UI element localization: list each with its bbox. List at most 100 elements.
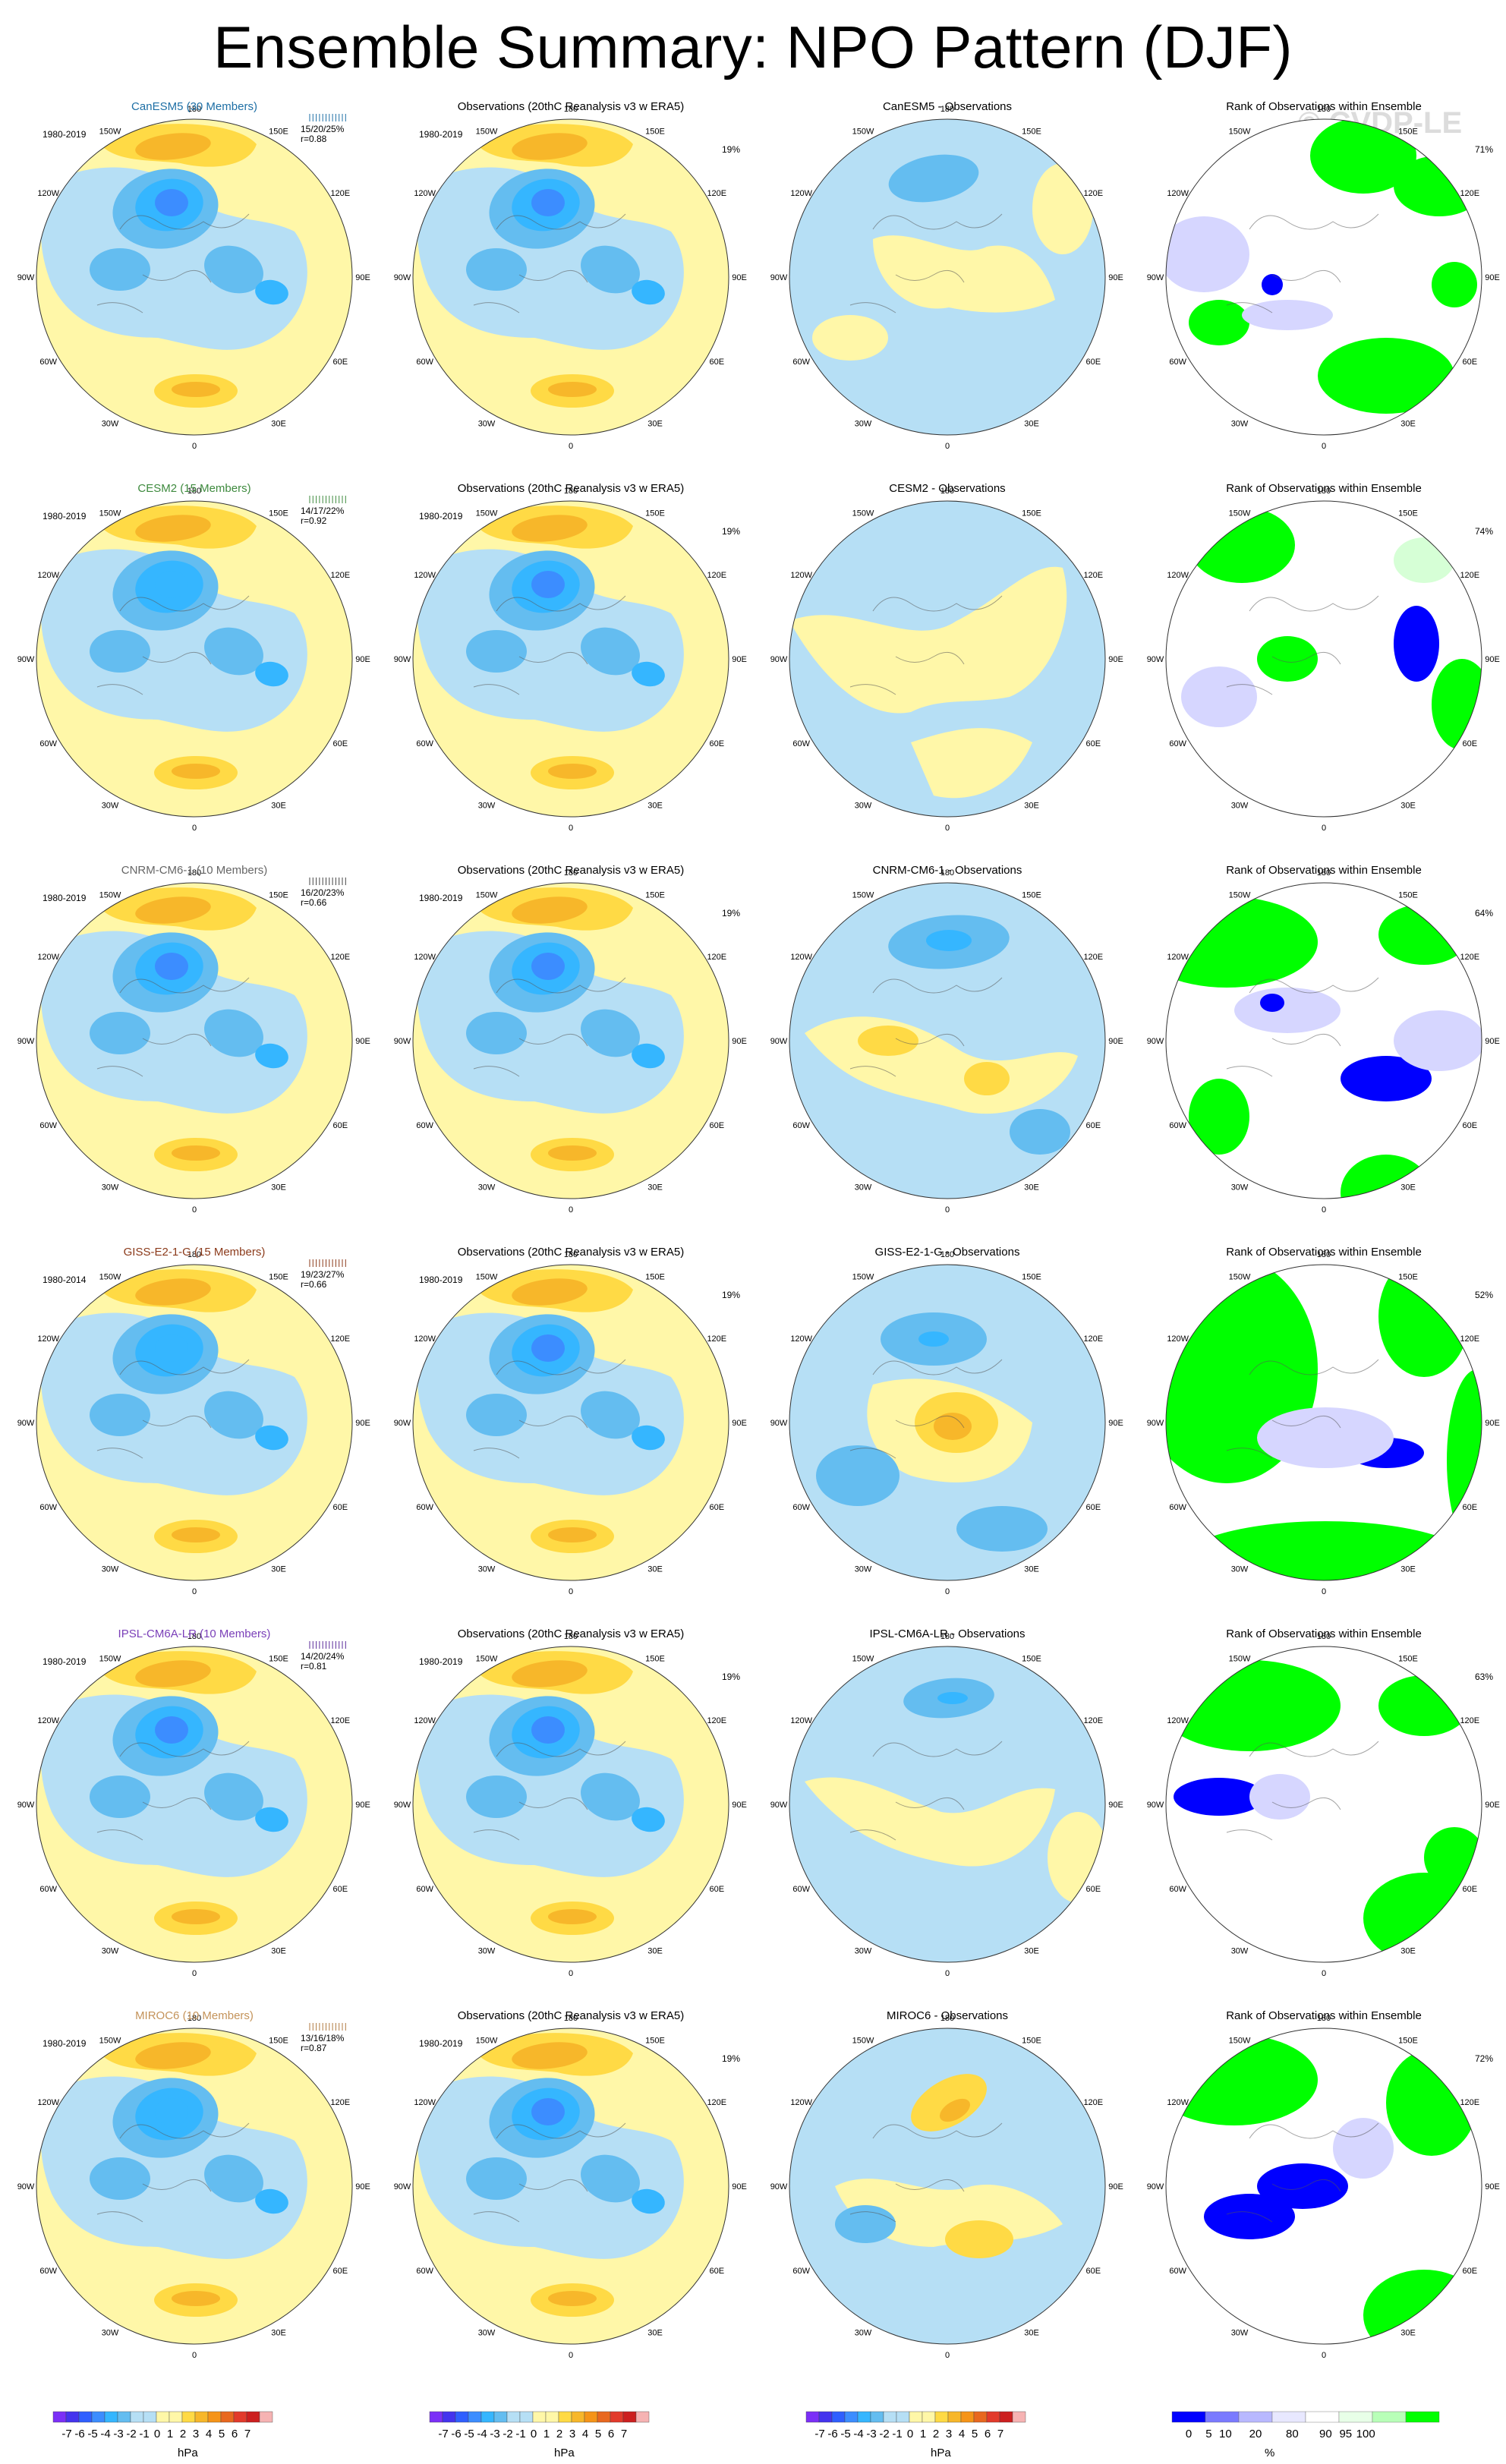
lon-label: 150E [269,128,288,137]
stats-line: 14/17/22% [301,506,345,516]
lon-label: 90W [770,1801,788,1810]
lon-label: 30E [271,2328,286,2337]
lon-label: 30W [1231,2328,1249,2337]
lon-label: 60W [792,739,810,748]
obs-panel-title: Observations (20thC Reanalysis v3 w ERA5… [457,1246,685,1259]
stats-line: r=0.66 [301,897,327,908]
lon-label: 90W [1147,1419,1164,1428]
lon-label: 120E [1083,189,1103,198]
pattern-percent: 19% [722,1672,741,1682]
lon-label: 60E [710,1885,725,1894]
lon-label: 120E [707,1334,726,1344]
lon-label: 90E [1108,655,1123,664]
lon-label: 120W [1167,1716,1189,1725]
lon-label: 0 [1322,824,1326,833]
colorbar-tick-label: 80 [1286,2428,1299,2440]
model-stats: 19/23/27% r=0.66 [301,1270,344,1290]
lon-label: 30E [1400,419,1416,428]
pattern-percent: 74% [1475,526,1494,537]
colorbar-tick-label: 7 [244,2428,250,2440]
colorbar-hpa-2: -7 -6 -5 -4 -3 -2 -1 0 1 2 3 4 5 6 7 hPa [383,2410,747,2459]
lon-label: 0 [945,1969,950,1978]
obs-panel: 180 150E 120E 90E 60E 30E 0 30W 60W 90W 120W 150W Ob… [383,841,759,1221]
lon-label: 180 [564,1632,578,1641]
colorbar-tick-label: -6 [451,2428,461,2440]
lon-label: 120W [37,189,59,198]
lon-label: 150E [1022,509,1041,518]
lon-label: 120W [790,571,812,580]
rank-panel: 180 150E 120E 90E 60E 30E 0 30W 60W 90W 120W 150W Ra… [1136,1987,1506,2366]
colorbar-tick-label: 10 [1219,2428,1232,2440]
colorbar-tick-label: -1 [139,2428,149,2440]
lon-label: 120W [37,953,59,962]
lon-label: 60E [710,358,725,367]
lon-label: 180 [187,1250,201,1259]
colorbar-tick-label: 7 [621,2428,627,2440]
lon-label: 60W [416,1503,433,1512]
rank-panel-title: Rank of Observations within Ensemble [1226,1627,1422,1640]
lon-label: 150E [269,891,288,900]
colorbar-tick-label: -3 [113,2428,123,2440]
period-label: 1980-2014 [43,1275,87,1285]
lon-label: 60E [1463,1121,1478,1130]
lon-label: 120W [414,2098,436,2107]
lon-label: 120E [1460,571,1479,580]
lon-label: 120E [1460,953,1479,962]
lon-label: 60W [39,1885,57,1894]
lon-label: 60E [333,739,348,748]
model-panel: 180 150E 120E 90E 60E 30E 0 30W 60W 90W 120W 150W GI… [6,1223,383,1602]
lon-label: 60E [1463,2267,1478,2276]
lon-label: 0 [569,2351,573,2360]
period-label: 1980-2019 [419,511,463,521]
colorbar-tick-label: 5 [219,2428,225,2440]
lon-label: 150E [1398,1655,1418,1664]
lon-label: 150E [645,509,665,518]
lon-label: 60W [1169,358,1186,367]
lon-label: 30W [478,1564,496,1574]
colorbar-tick-label: 100 [1356,2428,1375,2440]
colorbar-units: hPa [931,2447,951,2459]
lon-label: 0 [945,824,950,833]
colorbar-tick-label: 3 [946,2428,952,2440]
page-title: Ensemble Summary: NPO Pattern (DJF) [213,14,1293,80]
colorbar-tick-label: -7 [61,2428,71,2440]
lon-label: 0 [569,1205,573,1215]
diff-panel: 180 150E 120E 90E 60E 30E 0 30W 60W 90W 120W 150W GI… [759,1223,1136,1602]
lon-label: 0 [945,2351,950,2360]
model-panel-title: IPSL-CM6A-LR (10 Members) [118,1627,271,1640]
lon-label: 90W [770,1037,788,1046]
diff-panel: 180 150E 120E 90E 60E 30E 0 30W 60W 90W 120W 150W CE… [759,459,1136,839]
lon-label: 0 [945,1205,950,1215]
stats-line: 13/16/18% [301,2033,345,2043]
lon-label: 120E [330,2098,350,2107]
model-panel: 180 150E 120E 90E 60E 30E 0 30W 60W 90W 120W 150W Ca… [6,77,383,457]
rank-panel: 180 150E 120E 90E 60E 30E 0 30W 60W 90W 120W 150W Ra… [1136,1605,1506,1984]
colorbar-tick-label: 4 [959,2428,965,2440]
lon-label: 0 [945,1587,950,1596]
pattern-percent: 19% [722,908,741,918]
lon-label: 60E [333,358,348,367]
lon-label: 90W [17,2182,35,2191]
diff-map: 180 150E 120E 90E 60E 30E 0 30W 60W 90W 120W 150W [770,1250,1123,1596]
lon-label: 60E [333,1121,348,1130]
lon-label: 30W [478,419,496,428]
lon-label: 0 [192,1969,197,1978]
lon-label: 60E [1086,739,1101,748]
lon-label: 150W [476,1273,498,1282]
lon-label: 120W [1167,571,1189,580]
member-spread-ticks [309,2023,346,2031]
pattern-percent: 64% [1475,908,1494,918]
lon-label: 0 [192,1205,197,1215]
lon-label: 60W [416,1121,433,1130]
colorbar-swatches: 0 5 10 20 80 90 95 100 [1171,2411,1440,2440]
obs-map: 180 150E 120E 90E 60E 30E 0 30W 60W 90W 120W 150W [394,105,747,451]
lon-label: 120W [790,953,812,962]
model-map: 180 150E 120E 90E 60E 30E 0 30W 60W 90W 120W 150W [17,1632,370,1978]
lon-label: 90W [1147,655,1164,664]
colorbar-tick-label: 90 [1319,2428,1332,2440]
colorbar-tick-label: -7 [438,2428,448,2440]
lon-label: 180 [1317,1632,1331,1641]
member-spread-ticks [309,878,346,885]
lon-label: 150E [645,2037,665,2046]
colorbar-tick-label: 0 [154,2428,160,2440]
